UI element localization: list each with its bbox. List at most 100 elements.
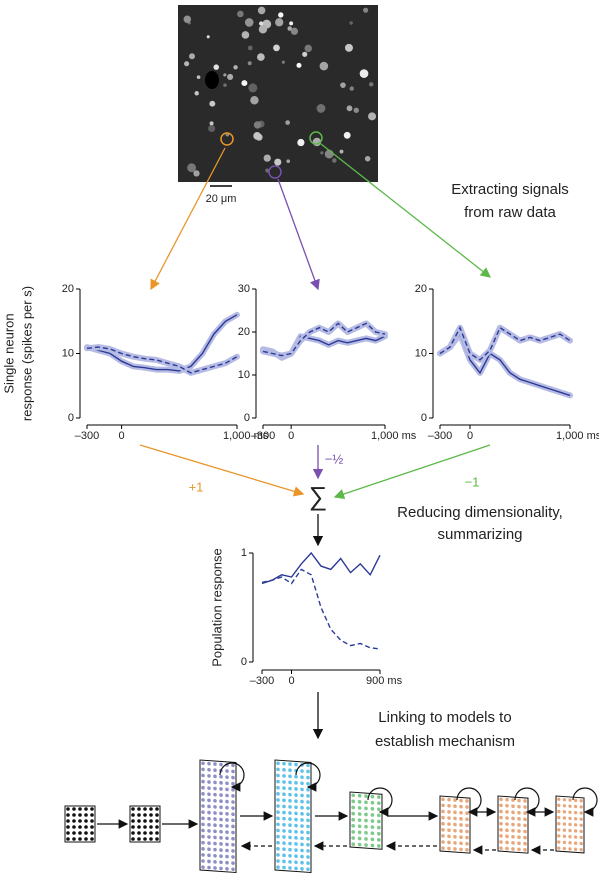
cell (340, 82, 346, 88)
scale-bar-label: 20 μm (206, 193, 237, 205)
unit (137, 825, 141, 829)
cell (254, 121, 261, 128)
error-band (440, 328, 570, 360)
page: {"image": {"scale_bar": "20 μm"}, "annot… (0, 0, 599, 880)
unit (131, 813, 135, 817)
unit (155, 831, 159, 835)
micrograph (178, 5, 378, 182)
cell (302, 52, 307, 57)
cell (257, 53, 265, 61)
unit (84, 807, 88, 811)
cell (296, 63, 301, 68)
unit (149, 837, 153, 841)
module (200, 760, 236, 873)
unit (90, 831, 94, 835)
unit (137, 831, 141, 835)
module (130, 806, 160, 842)
unit (149, 831, 153, 835)
unit (137, 813, 141, 817)
x-tick-label: 1,000 ms (556, 430, 599, 442)
unit (72, 807, 76, 811)
unit (84, 837, 88, 841)
cell (350, 86, 354, 90)
y-tick-label: 20 (62, 283, 74, 295)
unit (72, 825, 76, 829)
cell (197, 75, 201, 79)
cell (285, 120, 290, 125)
annotation: Linking to models to (378, 709, 511, 726)
cell (213, 64, 219, 70)
unit (155, 807, 159, 811)
cell (275, 18, 283, 26)
sum-symbol: ∑ (309, 481, 328, 511)
unit (66, 825, 70, 829)
cell (368, 112, 376, 120)
unit (84, 813, 88, 817)
y-tick-label: 20 (238, 326, 250, 338)
cell (258, 7, 266, 15)
unit (66, 813, 70, 817)
annotation: summarizing (437, 526, 522, 543)
unit (155, 819, 159, 823)
unit (78, 807, 82, 811)
unit (131, 831, 135, 835)
cell (291, 28, 298, 35)
annotation: establish mechanism (375, 733, 515, 750)
cell (274, 159, 281, 166)
cell (227, 74, 233, 80)
cell (184, 61, 189, 66)
arrow (140, 445, 303, 494)
unit (72, 831, 76, 835)
cell (278, 12, 283, 17)
cell (297, 139, 304, 146)
unit (143, 813, 147, 817)
unit (149, 825, 153, 829)
unit (149, 819, 153, 823)
cell (208, 125, 215, 132)
cell (264, 154, 271, 161)
x-tick-label: –300 (75, 430, 99, 442)
cell (340, 150, 344, 154)
cell (320, 151, 323, 154)
cell (344, 132, 351, 139)
unit (84, 819, 88, 823)
unit (78, 837, 82, 841)
x-tick-label: 0 (467, 430, 473, 442)
cell (223, 73, 226, 76)
x-tick-label: –300 (251, 430, 275, 442)
unit (84, 825, 88, 829)
unit (137, 819, 141, 823)
cell (194, 91, 198, 95)
unit (149, 807, 153, 811)
cell (237, 11, 244, 18)
y-tick-label: 20 (415, 283, 427, 295)
figure: 20 μm Extracting signals from raw data +… (0, 0, 599, 880)
unit (155, 837, 159, 841)
unit (78, 831, 82, 835)
weight-label: −1 (465, 474, 480, 489)
x-tick-label: 1,000 ms (371, 430, 417, 442)
module (440, 796, 470, 853)
vessel (205, 71, 219, 89)
cell (365, 156, 370, 161)
module (556, 796, 584, 853)
annotation: Reducing dimensionality, (397, 504, 563, 521)
x-tick-label: 900 ms (366, 675, 403, 687)
cell (369, 82, 373, 86)
cell (207, 35, 210, 38)
unit (149, 813, 153, 817)
cell (245, 18, 254, 27)
cell (320, 62, 329, 71)
unit (137, 807, 141, 811)
arrow (278, 179, 318, 289)
unit (78, 825, 82, 829)
y-tick-label: 30 (238, 283, 250, 295)
cell (209, 101, 215, 107)
unit (66, 837, 70, 841)
cell (250, 96, 258, 104)
cell (289, 21, 293, 25)
x-tick-label: 0 (119, 430, 125, 442)
cell (248, 61, 252, 65)
unit (78, 819, 82, 823)
x-tick-label: 0 (288, 675, 294, 687)
